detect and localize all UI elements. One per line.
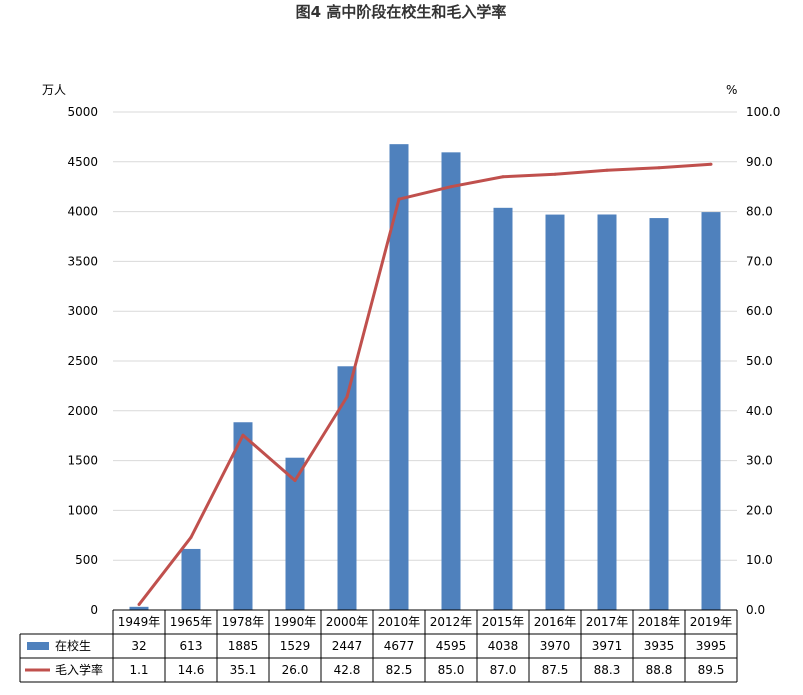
data-label: 14.6 (178, 663, 205, 677)
gridlines (113, 111, 737, 561)
y2-tick-label: 10.0 (746, 553, 773, 567)
data-label: 32 (131, 639, 146, 653)
x-tick-label: 1990年 (274, 615, 317, 629)
y2-tick-label: 80.0 (746, 205, 773, 219)
data-label: 2447 (332, 639, 363, 653)
y-tick-label: 500 (75, 553, 98, 567)
data-label: 3935 (644, 639, 675, 653)
y-axis-ticks: 0 500 1000 1500 2000 2500 3000 3500 4000 4500 5000 (67, 105, 98, 617)
data-table: 1949年 1965年 1978年 1990年 2000年 2010年 2012年 2015年… (19, 609, 738, 683)
line-point (449, 185, 453, 189)
data-label: 87.0 (490, 663, 517, 677)
line-point (709, 162, 713, 166)
data-label: 1.1 (129, 663, 148, 677)
line-point (397, 197, 401, 201)
y2-tick-label: 60.0 (746, 304, 773, 318)
line-point (189, 535, 193, 539)
line-point (501, 175, 505, 179)
data-label: 26.0 (282, 663, 309, 677)
data-label: 87.5 (542, 663, 569, 677)
bar (545, 214, 565, 610)
bar (493, 207, 513, 611)
data-label: 88.3 (594, 663, 621, 677)
x-tick-label: 2010年 (378, 615, 421, 629)
y-tick-label: 4500 (67, 155, 98, 169)
chart-title: 图4 高中阶段在校生和毛入学率 (296, 3, 507, 21)
data-label: 4038 (488, 639, 519, 653)
y2-tick-label: 70.0 (746, 254, 773, 268)
line-point (657, 166, 661, 170)
bar (181, 548, 201, 610)
line-point (137, 603, 141, 607)
line-point (293, 479, 297, 483)
line-series (137, 162, 713, 607)
x-tick-label: 2012年 (430, 615, 473, 629)
data-label: 35.1 (230, 663, 257, 677)
y-tick-label: 3500 (67, 254, 98, 268)
data-label: 4595 (436, 639, 467, 653)
y-tick-label: 5000 (67, 105, 98, 119)
data-label: 4677 (384, 639, 415, 653)
y2-tick-label: 40.0 (746, 404, 773, 418)
x-tick-label: 1949年 (118, 615, 161, 629)
bar (597, 214, 617, 610)
x-tick-label: 2019年 (690, 615, 733, 629)
x-tick-label: 2015年 (482, 615, 525, 629)
legend-key-bar (27, 642, 49, 650)
bar-series (129, 144, 721, 611)
x-tick-label: 2018年 (638, 615, 681, 629)
x-tick-label: 1978年 (222, 615, 265, 629)
x-tick-label: 2000年 (326, 615, 369, 629)
data-label: 613 (180, 639, 203, 653)
y-tick-label: 1000 (67, 503, 98, 517)
line-point (553, 172, 557, 176)
bar (337, 366, 357, 610)
y2-tick-label: 100.0 (746, 105, 780, 119)
bar (701, 212, 721, 610)
bar (285, 457, 305, 610)
y-tick-label: 1500 (67, 454, 98, 468)
y2-tick-label: 50.0 (746, 354, 773, 368)
data-label: 88.8 (646, 663, 673, 677)
bar (233, 422, 253, 610)
y2-axis-label: % (726, 83, 737, 97)
y2-axis-ticks: 0.0 10.0 20.0 30.0 40.0 50.0 60.0 70.0 80.0 90.0 1… (746, 105, 780, 617)
y2-tick-label: 20.0 (746, 503, 773, 517)
y2-tick-label: 30.0 (746, 454, 773, 468)
data-label: 3970 (540, 639, 571, 653)
y-tick-label: 2000 (67, 404, 98, 418)
y-tick-label: 2500 (67, 354, 98, 368)
bar (129, 606, 149, 610)
y-tick-label: 3000 (67, 304, 98, 318)
bar (441, 152, 461, 610)
y-axis-label: 万人 (42, 83, 66, 97)
y2-tick-label: 0.0 (746, 603, 765, 617)
line-point (605, 168, 609, 172)
data-label: 85.0 (438, 663, 465, 677)
data-label: 82.5 (386, 663, 413, 677)
data-label: 1529 (280, 639, 311, 653)
data-label: 3971 (592, 639, 623, 653)
y-tick-label: 4000 (67, 205, 98, 219)
line-point (345, 395, 349, 399)
y2-tick-label: 90.0 (746, 155, 773, 169)
line-point (241, 433, 245, 437)
rate-line (137, 162, 712, 606)
data-label: 89.5 (698, 663, 725, 677)
legend-label: 在校生 (55, 638, 91, 653)
x-tick-label: 2016年 (534, 615, 577, 629)
data-label: 1885 (228, 639, 259, 653)
x-tick-label: 1965年 (170, 615, 213, 629)
bar (389, 144, 409, 610)
x-tick-label: 2017年 (586, 615, 629, 629)
data-label: 42.8 (334, 663, 361, 677)
data-label: 3995 (696, 639, 727, 653)
bar (649, 218, 669, 610)
y-tick-label: 0 (90, 603, 98, 617)
legend-label: 毛入学率 (55, 662, 103, 677)
